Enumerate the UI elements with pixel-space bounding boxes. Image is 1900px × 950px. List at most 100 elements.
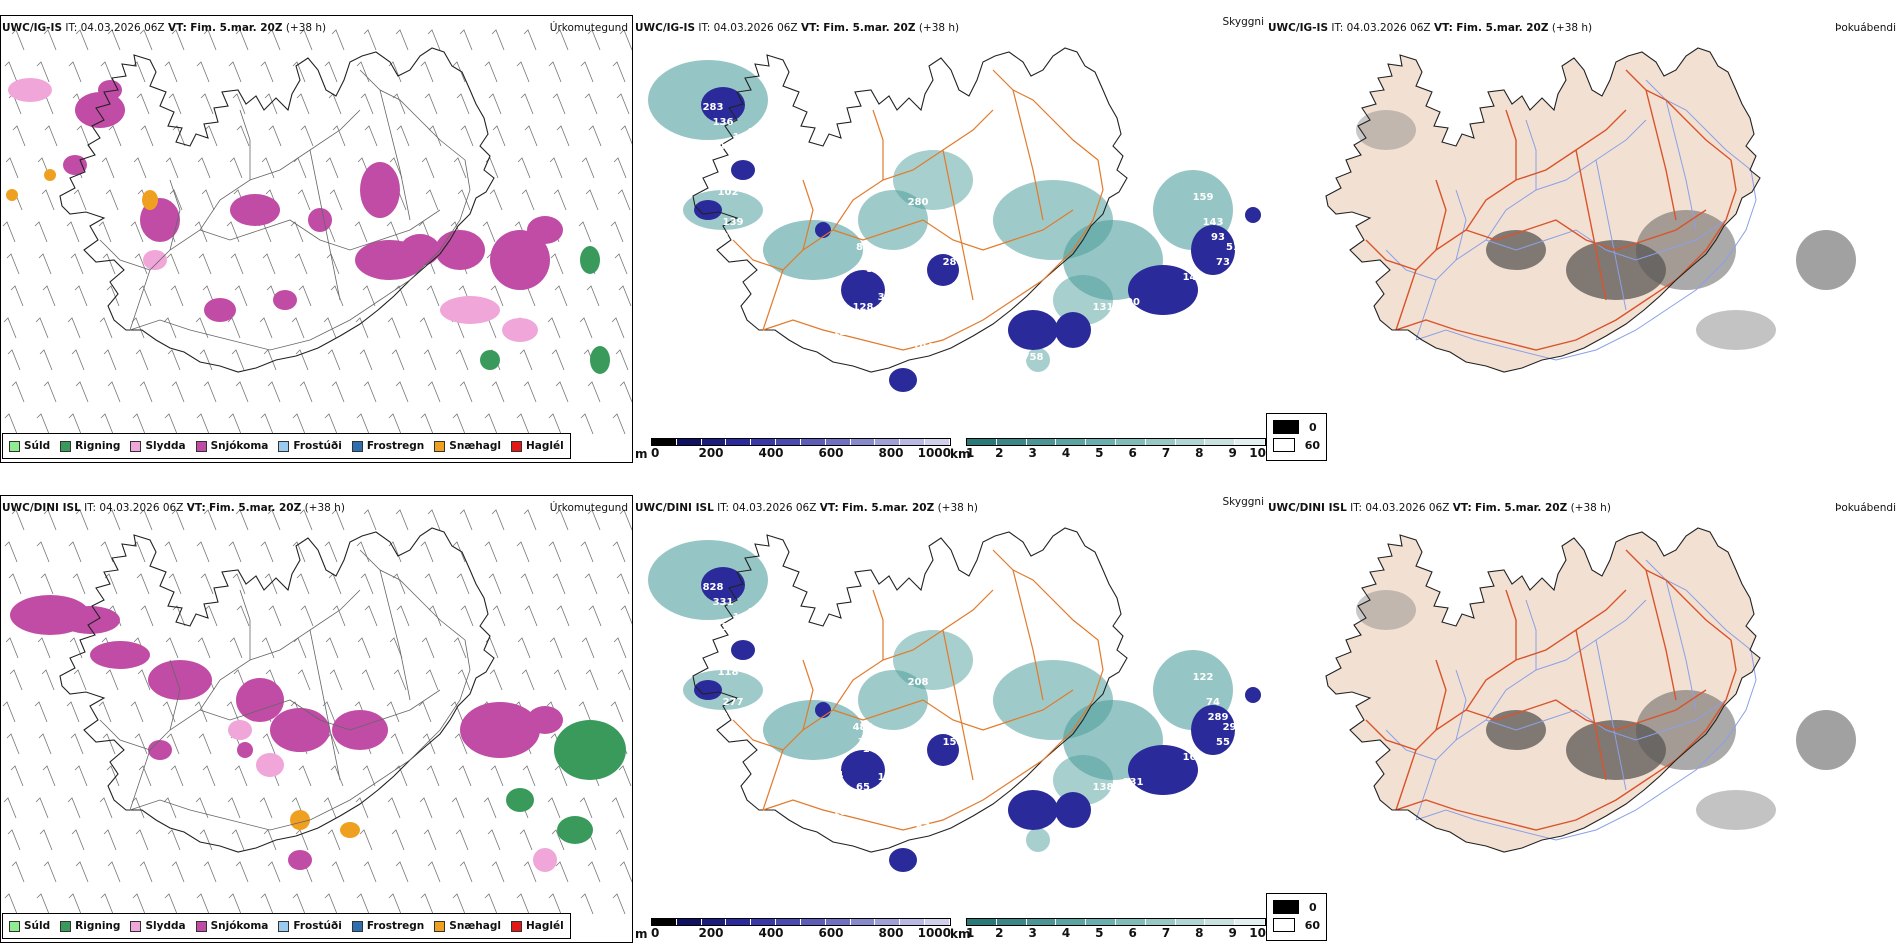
area bbox=[731, 160, 755, 180]
legend-item: Súld bbox=[9, 440, 50, 452]
colorbar-segment bbox=[1056, 919, 1087, 925]
wind-barb bbox=[456, 573, 470, 595]
legend-label: Haglél bbox=[525, 920, 564, 932]
colorbar-tick: 7 bbox=[1161, 926, 1171, 940]
colorbar-segment bbox=[800, 439, 826, 445]
panel-title-fog: Þokuábendi bbox=[1835, 502, 1896, 514]
wind-barb bbox=[2, 221, 16, 243]
wind-barb bbox=[550, 253, 564, 275]
fog-map bbox=[1325, 47, 1856, 394]
legend-item: Súld bbox=[9, 920, 50, 932]
panel-header: UWC/IG-IS IT: 04.03.2026 06Z VT: Fim. 5.… bbox=[2, 22, 327, 34]
ceiling-label: 75 bbox=[896, 772, 910, 783]
wind-barb bbox=[139, 509, 153, 531]
ceiling-label: 129 bbox=[1223, 757, 1244, 768]
wind-barb bbox=[324, 61, 338, 83]
wind-barb bbox=[460, 125, 474, 147]
area bbox=[435, 230, 485, 270]
wind-barb bbox=[324, 893, 338, 915]
wind-barb bbox=[516, 413, 530, 435]
area bbox=[360, 162, 400, 218]
wind-barb bbox=[295, 349, 309, 371]
wind-barb bbox=[132, 541, 146, 563]
wind-barb bbox=[517, 157, 531, 179]
wind-barb bbox=[267, 509, 281, 531]
legend-swatch bbox=[60, 920, 72, 932]
wind-barb bbox=[580, 541, 594, 563]
colorbar-segment bbox=[1205, 919, 1236, 925]
wind-barb bbox=[234, 765, 248, 787]
colorbar-segment bbox=[1145, 919, 1176, 925]
area bbox=[701, 87, 745, 123]
visibility-colorbar: km 1 2 3 4 5 6 7 8 9 10 bbox=[950, 918, 1266, 941]
wind-barb bbox=[420, 61, 434, 83]
wind-barb bbox=[199, 829, 213, 851]
wind-barb bbox=[229, 637, 243, 659]
area bbox=[554, 720, 626, 780]
wind-barb bbox=[618, 285, 632, 307]
colorbar-tick: 1000 bbox=[917, 926, 951, 940]
wind-barb bbox=[328, 573, 342, 595]
panel-header: UWC/DINI ISL IT: 04.03.2026 06Z VT: Fim.… bbox=[1268, 502, 1611, 514]
wind-barb bbox=[520, 93, 534, 115]
area bbox=[731, 640, 755, 660]
wind-barb bbox=[227, 797, 241, 819]
road bbox=[129, 109, 361, 331]
ceiling-label: 131 bbox=[1093, 302, 1114, 313]
colorbar-segment bbox=[726, 919, 752, 925]
area bbox=[893, 150, 973, 210]
area bbox=[1191, 705, 1235, 755]
area bbox=[889, 848, 917, 872]
ceiling-label: 346 bbox=[878, 292, 899, 303]
wind-barb bbox=[329, 669, 343, 691]
road bbox=[992, 69, 1099, 161]
wind-barb bbox=[291, 317, 305, 339]
wind-barb bbox=[139, 861, 153, 883]
wind-barb bbox=[293, 157, 307, 179]
road bbox=[1365, 719, 1417, 751]
wind-barb bbox=[420, 893, 434, 915]
wind-barb bbox=[356, 61, 370, 83]
road bbox=[1465, 209, 1707, 251]
colorbar-segment bbox=[967, 439, 997, 445]
fog-key-value: 0 bbox=[1309, 900, 1317, 914]
legend-label: Slydda bbox=[145, 920, 186, 932]
ceiling-label: 104 bbox=[913, 342, 934, 353]
wind-barb bbox=[34, 221, 48, 243]
wind-barb bbox=[579, 317, 593, 339]
wind-barb bbox=[99, 797, 113, 819]
wind-barb bbox=[230, 253, 244, 275]
area bbox=[858, 670, 928, 730]
road bbox=[1505, 109, 1517, 180]
wind-barb bbox=[485, 637, 499, 659]
road bbox=[1645, 89, 1677, 221]
precip-type-legend: Súld Rigning Slydda Snjókoma Frostúði Frostre… bbox=[2, 913, 571, 939]
wind-barb bbox=[43, 861, 57, 883]
ceiling-label: 79 bbox=[926, 802, 940, 813]
ceiling-label: 128 bbox=[853, 302, 874, 313]
wind-barb bbox=[395, 29, 409, 51]
area bbox=[527, 706, 563, 734]
colorbar-segment bbox=[996, 919, 1027, 925]
wind-barb bbox=[4, 541, 18, 563]
wind-barb bbox=[39, 829, 53, 851]
wind-barb bbox=[43, 509, 57, 531]
colorbar-tick: 2 bbox=[995, 446, 1004, 460]
area bbox=[332, 710, 388, 750]
wind-barb bbox=[459, 861, 473, 883]
road bbox=[942, 629, 974, 781]
wind-barb bbox=[268, 605, 282, 627]
wind-barb bbox=[134, 733, 148, 755]
wind-barb bbox=[102, 733, 116, 755]
ceiling-label: 162 bbox=[748, 607, 769, 618]
area bbox=[8, 78, 52, 102]
wind-barb bbox=[202, 285, 216, 307]
colorbar-segment bbox=[751, 439, 777, 445]
ceiling-label: 130 bbox=[813, 202, 834, 213]
wind-barb bbox=[163, 317, 177, 339]
wind-barb bbox=[388, 413, 402, 435]
area bbox=[308, 208, 332, 232]
area bbox=[527, 216, 563, 244]
colorbar-segment bbox=[1026, 439, 1057, 445]
road bbox=[832, 689, 1074, 731]
